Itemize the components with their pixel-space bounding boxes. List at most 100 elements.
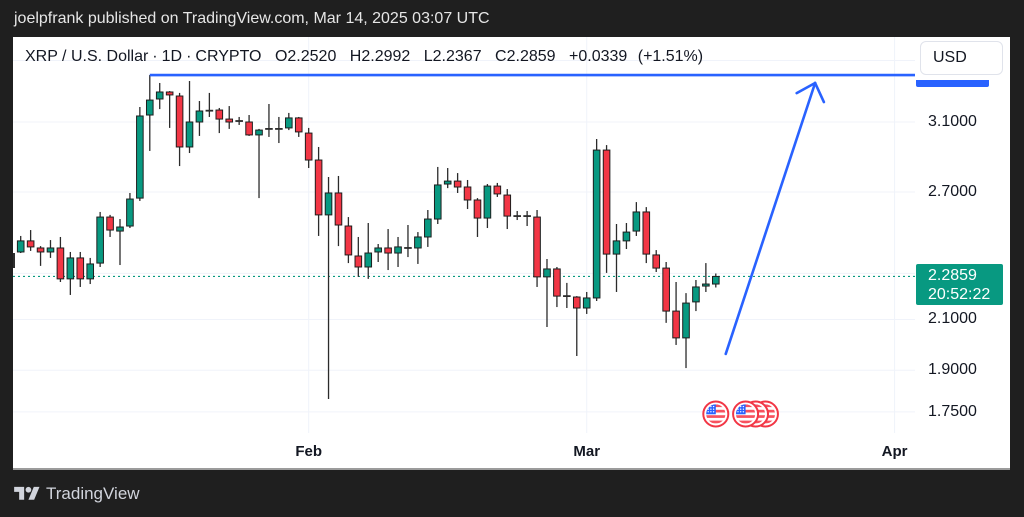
- currency-button[interactable]: USD: [920, 41, 1003, 75]
- candle-body-down: [56, 247, 65, 280]
- candle-body-up: [702, 283, 710, 287]
- ohlc-low: L2.2367: [424, 48, 482, 65]
- legend-separator: ·: [152, 48, 158, 65]
- candle-body-up: [374, 247, 382, 253]
- resistance-price-label: [916, 80, 989, 87]
- candle-body-down: [76, 257, 85, 280]
- us-flag-icon[interactable]: [702, 400, 730, 428]
- candle: [572, 296, 581, 356]
- candle: [533, 210, 541, 287]
- candle-body-down: [175, 95, 184, 148]
- candle-body-down: [245, 121, 253, 136]
- candle: [255, 128, 263, 199]
- candle: [46, 240, 55, 258]
- candle: [672, 282, 680, 345]
- candle: [543, 258, 551, 327]
- candle-body-down: [36, 247, 45, 253]
- candle-body-up: [126, 198, 134, 227]
- last-price-value: 2.2859: [928, 267, 977, 284]
- arrow-head: [795, 81, 817, 95]
- candle-body-up: [433, 184, 442, 220]
- candle: [433, 166, 442, 225]
- candle: [195, 101, 204, 136]
- candle: [304, 127, 313, 169]
- candle: [443, 168, 452, 189]
- candle-body-down: [533, 216, 541, 278]
- candle: [394, 236, 402, 267]
- symbol-name[interactable]: XRP / U.S. Dollar: [25, 48, 149, 65]
- candle: [136, 107, 144, 201]
- candle-body-up: [46, 247, 55, 253]
- candle-body-up: [632, 211, 641, 232]
- candle: [294, 116, 303, 137]
- candle: [314, 146, 323, 236]
- price-tick-label: 1.9000: [928, 361, 977, 379]
- candle-body-up: [712, 275, 720, 285]
- candle: [513, 210, 521, 221]
- bar-countdown: 20:52:22: [928, 286, 991, 303]
- candle-body-up: [622, 231, 631, 242]
- publish-line: joelpfrank published on TradingView.com,…: [14, 10, 490, 27]
- candle-body-up: [592, 149, 601, 299]
- ohlc-close: C2.2859: [495, 48, 556, 65]
- candle: [493, 182, 502, 197]
- symbol-legend: XRP / U.S. Dollar · 1D · CRYPTO O2.2520 H2.2…: [25, 48, 703, 66]
- candle: [453, 173, 462, 193]
- candle-body-down: [314, 159, 323, 216]
- candle: [155, 82, 164, 110]
- candle-body-down: [354, 255, 363, 268]
- candles: [16, 75, 720, 400]
- candle-body-down: [344, 225, 353, 256]
- candle: [285, 112, 293, 131]
- time-tick-label: Mar: [573, 443, 601, 460]
- high-value: 2.2992: [361, 48, 411, 65]
- candle-body-up: [155, 91, 164, 100]
- candle: [384, 229, 392, 271]
- projection-arrow[interactable]: [724, 81, 826, 356]
- candle: [702, 263, 710, 292]
- price-tick-label: 1.7500: [928, 402, 977, 420]
- candle-body-down: [215, 109, 224, 120]
- candle: [36, 246, 45, 266]
- legend-separator: ·: [186, 48, 192, 65]
- candle: [26, 230, 35, 251]
- candle: [682, 293, 690, 369]
- candle-body-up: [582, 297, 591, 309]
- price-tick-label: 3.1000: [928, 113, 977, 130]
- tradingview-logo-icon: [14, 486, 40, 500]
- open-label: O: [274, 48, 288, 65]
- candle-body-up: [96, 216, 104, 264]
- candle: [126, 192, 134, 229]
- candle: [245, 115, 253, 136]
- change-value: +0.0339: [569, 48, 628, 65]
- candle: [424, 210, 432, 247]
- candle-body-down: [453, 180, 462, 188]
- candle-body-down: [225, 118, 234, 123]
- candle: [592, 138, 601, 301]
- candle: [265, 104, 273, 137]
- candle-body-down: [165, 91, 174, 96]
- low-label: L: [423, 48, 433, 65]
- candle-body-up: [424, 218, 432, 238]
- arrow-shaft: [724, 81, 817, 356]
- us-flag-icon[interactable]: [732, 400, 760, 428]
- candle-body-up: [136, 115, 144, 199]
- candle: [404, 225, 412, 258]
- candle-body-up: [682, 302, 690, 339]
- candle: [66, 251, 75, 295]
- candle: [354, 236, 363, 277]
- candle: [56, 236, 65, 283]
- economic-events: [702, 400, 779, 428]
- candle-body-up: [285, 117, 293, 129]
- candle: [463, 179, 472, 210]
- candle: [582, 291, 591, 314]
- candle: [712, 273, 720, 288]
- exchange-label: CRYPTO: [195, 48, 262, 65]
- candle: [364, 223, 373, 279]
- candle-body-down: [304, 132, 313, 161]
- candle-body-up: [543, 268, 551, 278]
- interval-label[interactable]: 1D: [161, 48, 183, 65]
- candle: [652, 250, 661, 273]
- tradingview-logo[interactable]: TradingView: [14, 484, 140, 504]
